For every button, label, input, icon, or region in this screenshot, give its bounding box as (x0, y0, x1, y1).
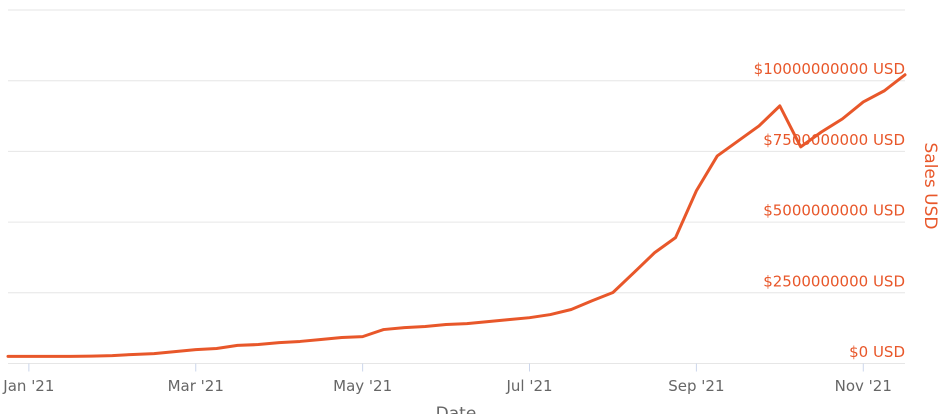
x-tick-label: Nov '21 (835, 377, 892, 395)
y-axis-title: Sales USD (920, 143, 940, 230)
x-tick-label: May '21 (333, 377, 392, 395)
y-tick-label: $0 USD (849, 343, 905, 361)
y-tick-label: $7500000000 USD (763, 131, 905, 149)
x-tick-label: Jul '21 (505, 377, 552, 395)
x-tick-label: Mar '21 (168, 377, 224, 395)
line-series (6, 73, 907, 358)
y-tick-label: $5000000000 USD (763, 202, 905, 220)
x-axis-title: Date (436, 404, 477, 414)
y-tick-label: $2500000000 USD (763, 272, 905, 290)
x-tick-label: Sep '21 (668, 377, 724, 395)
x-tick-label: Jan '21 (2, 377, 54, 395)
y-tick-label: $10000000000 USD (754, 60, 905, 78)
